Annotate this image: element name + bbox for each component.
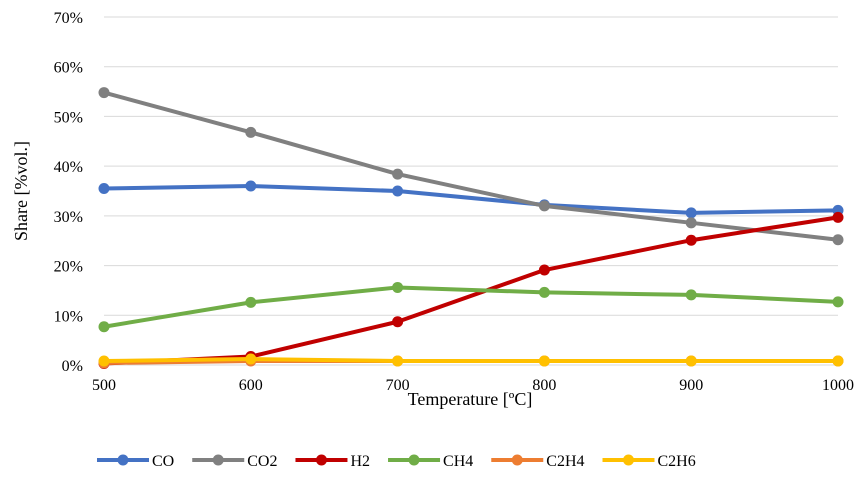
legend-label-h2: H2	[350, 453, 370, 470]
data-point-ch4	[685, 289, 697, 301]
legend-label-c2h6: C2H6	[658, 453, 696, 470]
legend-marker-co2	[212, 454, 224, 466]
x-tick-label: 1000	[822, 377, 854, 394]
data-point-co	[98, 183, 110, 195]
legend-item-h2: H2	[295, 453, 370, 470]
legend-label-co: CO	[152, 453, 174, 470]
gridlines	[104, 16, 838, 366]
y-tick-label: 20%	[54, 259, 83, 276]
legend-marker-c2h4	[511, 454, 523, 466]
legend-item-co2: CO2	[192, 453, 277, 470]
data-point-co2	[538, 200, 550, 212]
y-tick-label: 0%	[62, 358, 83, 375]
legend-marker-ch4	[408, 454, 420, 466]
series-co2	[98, 87, 844, 246]
series-line-co	[102, 184, 840, 215]
series-line-c2h6	[102, 357, 840, 364]
x-axis-title: Temperature [ºC]	[408, 389, 533, 409]
series-co	[98, 180, 844, 219]
x-tick-label: 800	[532, 377, 556, 394]
series-c2h6	[98, 353, 844, 367]
data-point-co2	[245, 126, 257, 138]
data-point-co	[245, 180, 257, 192]
y-tick-label: 60%	[54, 60, 83, 77]
data-point-h2	[392, 316, 404, 328]
data-point-c2h6	[832, 355, 844, 367]
data-point-ch4	[538, 286, 550, 298]
series-line-ch4	[102, 285, 840, 329]
legend: CO CO2 H2 CH4 C2H4 C2H6	[97, 453, 696, 470]
series-ch4	[98, 281, 844, 333]
data-point-ch4	[392, 281, 404, 293]
data-point-co	[685, 207, 697, 219]
data-point-h2	[685, 234, 697, 246]
data-point-ch4	[832, 296, 844, 308]
x-tick-label: 700	[386, 377, 410, 394]
legend-item-c2h6: C2H6	[602, 453, 696, 470]
x-axis-ticks: 500 600 700 800 900 1000	[92, 377, 854, 394]
legend-marker-co	[117, 454, 129, 466]
data-point-h2	[538, 264, 550, 276]
x-tick-label: 600	[239, 377, 263, 394]
data-point-co	[392, 185, 404, 197]
y-axis-title: Share [%vol.]	[11, 141, 31, 241]
data-point-c2h6	[98, 355, 110, 367]
data-point-co2	[98, 87, 110, 99]
legend-label-c2h4: C2H4	[546, 453, 584, 470]
data-point-co2	[685, 217, 697, 229]
y-tick-label: 50%	[54, 109, 83, 126]
data-point-c2h6	[685, 355, 697, 367]
data-point-co2	[832, 234, 844, 246]
data-point-c2h6	[245, 353, 257, 365]
x-tick-label: 900	[679, 377, 703, 394]
data-point-c2h6	[392, 355, 404, 367]
y-axis-ticks: 0% 10% 20% 30% 40% 50% 60% 70%	[54, 10, 83, 375]
legend-item-ch4: CH4	[388, 453, 473, 470]
legend-marker-c2h6	[623, 454, 634, 466]
y-tick-label: 30%	[54, 209, 83, 226]
series-layer	[98, 87, 844, 370]
data-point-h2	[832, 211, 844, 223]
data-point-ch4	[245, 296, 257, 308]
legend-label-ch4: CH4	[443, 453, 473, 470]
data-point-c2h6	[538, 355, 550, 367]
legend-item-co: CO	[97, 453, 174, 470]
data-point-co2	[392, 168, 404, 180]
data-point-ch4	[98, 321, 110, 333]
legend-label-co2: CO2	[247, 453, 277, 470]
y-tick-label: 40%	[54, 159, 83, 176]
y-tick-label: 70%	[54, 10, 83, 27]
y-tick-label: 10%	[54, 308, 83, 325]
legend-item-c2h4: C2H4	[491, 453, 585, 470]
x-tick-label: 500	[92, 377, 116, 394]
legend-marker-h2	[315, 454, 327, 466]
series-line-co2	[102, 90, 840, 242]
